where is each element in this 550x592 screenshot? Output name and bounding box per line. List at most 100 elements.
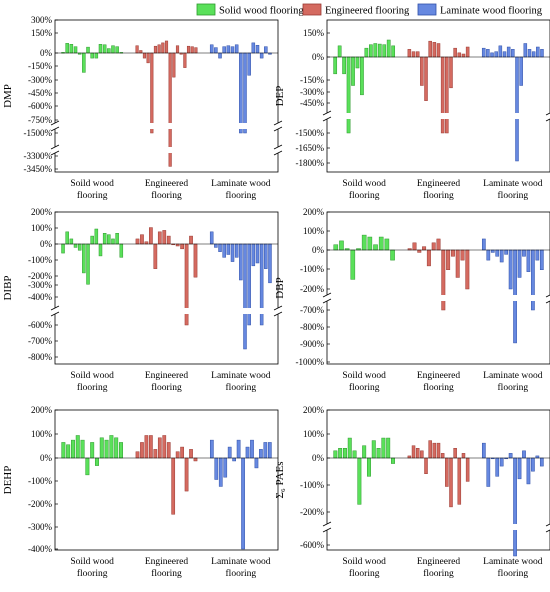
bar-solid-wood-flooring-13 xyxy=(111,45,115,54)
bar-laminate-wood-flooring-9 xyxy=(243,243,247,350)
plot-frame xyxy=(326,19,550,173)
y-tick-label: -750% xyxy=(28,115,52,125)
bar-solid-wood-flooring-7 xyxy=(86,46,90,54)
category-label-2: flooring xyxy=(151,190,182,201)
y-tick-label: -1650% xyxy=(296,143,325,153)
bar-laminate-wood-flooring-2 xyxy=(214,47,218,54)
bar-laminate-wood-flooring-12 xyxy=(527,49,532,58)
bar-engineered-flooring-1 xyxy=(135,451,140,459)
bar-solid-wood-flooring-9 xyxy=(371,440,376,459)
bar-solid-wood-flooring-11 xyxy=(109,435,114,459)
y-tick-label: -100% xyxy=(28,255,52,265)
category-label-1: flooring xyxy=(77,568,108,579)
bar-solid-wood-flooring-10 xyxy=(98,44,103,54)
bar-solid-wood-flooring-5 xyxy=(351,56,355,86)
category-label-2: Engineered xyxy=(145,557,189,567)
bar-solid-wood-flooring-14 xyxy=(115,46,119,54)
bar-laminate-wood-flooring-12 xyxy=(255,243,260,264)
y-tick-label: 100% xyxy=(31,223,53,233)
legend-label: Solid wood flooring xyxy=(219,6,304,17)
bar-laminate-wood-flooring-1 xyxy=(481,47,486,58)
bar-solid-wood-flooring-6 xyxy=(85,457,90,476)
bar-solid-wood-flooring-8 xyxy=(94,457,99,466)
panel-paes: 200% 100% 0% -100% -200% -600% Σ₆ PAEs Soild wo… xyxy=(274,405,550,579)
y-tick-label: -300% xyxy=(28,280,52,290)
bar-solid-wood-flooring-10 xyxy=(376,448,381,459)
y-ticks: 200% 100% 0% -100% -200% -300% -400% xyxy=(28,405,58,554)
bar-laminate-wood-flooring-8 xyxy=(239,243,243,281)
bar-engineered-flooring-5 xyxy=(150,52,154,134)
y-ticks: 150% 0% -150% -300%-450% -1500% -1650% -1800% xyxy=(296,28,330,168)
bar-laminate-wood-flooring-4 xyxy=(495,249,500,257)
bar-laminate-wood-flooring-7 xyxy=(508,249,513,290)
bar-solid-wood-flooring-3 xyxy=(69,238,74,245)
axis-break xyxy=(50,120,283,132)
axis-break xyxy=(322,521,550,533)
bar-solid-wood-flooring-13 xyxy=(111,238,115,245)
y-tick-label: -700% xyxy=(28,336,52,346)
legend-item-engineered-flooring: Engineered flooring xyxy=(302,3,410,17)
bar-solid-wood-flooring-10 xyxy=(384,238,390,251)
y-tick-label: -100% xyxy=(300,480,324,490)
legend-swatch xyxy=(196,3,216,16)
bar-engineered-flooring-10 xyxy=(445,56,449,134)
y-tick-label: -300% xyxy=(28,75,52,85)
bar-solid-wood-flooring-2 xyxy=(338,448,343,459)
category-label-1: Soild wood xyxy=(342,557,386,567)
bar-solid-wood-flooring-7 xyxy=(367,236,373,251)
bar-engineered-flooring-4 xyxy=(149,435,153,459)
break-slash xyxy=(50,150,60,156)
bar-solid-wood-flooring-5 xyxy=(77,243,82,251)
bar-solid-wood-flooring-8 xyxy=(366,457,371,477)
category-labels: Soild woodflooringEngineeredflooringLami… xyxy=(70,557,270,579)
bar-engineered-flooring-3 xyxy=(417,249,422,253)
y-tick-label: -200% xyxy=(28,271,52,281)
y-tick-label: -150% xyxy=(300,75,324,85)
bar-laminate-wood-flooring-12 xyxy=(259,449,263,459)
bar-engineered-flooring-12 xyxy=(453,448,457,459)
bar-engineered-flooring-9 xyxy=(171,457,176,515)
bar-solid-wood-flooring-9 xyxy=(94,52,99,59)
category-label-3: flooring xyxy=(226,568,257,579)
category-labels: Soild woodflooringEngineeredflooringLami… xyxy=(342,179,542,201)
bar-engineered-flooring-13 xyxy=(189,235,193,245)
bar-laminate-wood-flooring-8 xyxy=(513,457,517,557)
bar-engineered-flooring-10 xyxy=(445,457,449,487)
y-axis-label: DMP xyxy=(2,84,14,108)
bar-laminate-wood-flooring-11 xyxy=(251,42,256,54)
category-label-2: flooring xyxy=(151,382,182,393)
category-label-3: flooring xyxy=(498,382,529,393)
panel-dehp: 200% 100% 0% -100% -200% -300% -400% DEHP Soild … xyxy=(2,405,279,579)
y-tick-label: -1500% xyxy=(24,128,53,138)
bar-solid-wood-flooring-4 xyxy=(75,435,80,459)
bar-solid-wood-flooring-12 xyxy=(386,437,391,459)
bar-laminate-wood-flooring-10 xyxy=(522,249,526,257)
bar-solid-wood-flooring-13 xyxy=(119,442,123,459)
bar-laminate-wood-flooring-1 xyxy=(209,231,214,245)
break-slash xyxy=(545,529,550,533)
y-tick-label: -400% xyxy=(28,292,52,302)
category-label-2: flooring xyxy=(423,190,454,201)
category-label-3: Laminate wood xyxy=(211,179,271,189)
y-tick-label: -3300% xyxy=(24,151,53,161)
bar-solid-wood-flooring-4 xyxy=(73,46,78,54)
break-gap xyxy=(323,113,550,119)
category-label-3: Laminate wood xyxy=(483,557,543,567)
bar-laminate-wood-flooring-9 xyxy=(515,56,519,162)
bar-engineered-flooring-13 xyxy=(465,249,470,290)
bar-solid-wood-flooring-12 xyxy=(107,48,111,54)
plot-frame xyxy=(326,211,550,365)
break-gap xyxy=(51,147,282,153)
bar-engineered-flooring-6 xyxy=(153,45,158,54)
bar-laminate-wood-flooring-14 xyxy=(264,243,268,269)
bar-engineered-flooring-7 xyxy=(157,44,161,54)
y-tick-label: -3450% xyxy=(24,164,53,174)
bars xyxy=(61,435,272,550)
bar-laminate-wood-flooring-15 xyxy=(540,49,544,58)
bar-engineered-flooring-2 xyxy=(411,51,416,58)
bar-engineered-flooring-2 xyxy=(140,442,144,459)
bar-engineered-flooring-11 xyxy=(449,56,453,89)
axis-break xyxy=(322,110,550,122)
bar-engineered-flooring-13 xyxy=(457,52,462,58)
y-axis-label: DEP xyxy=(274,86,286,107)
